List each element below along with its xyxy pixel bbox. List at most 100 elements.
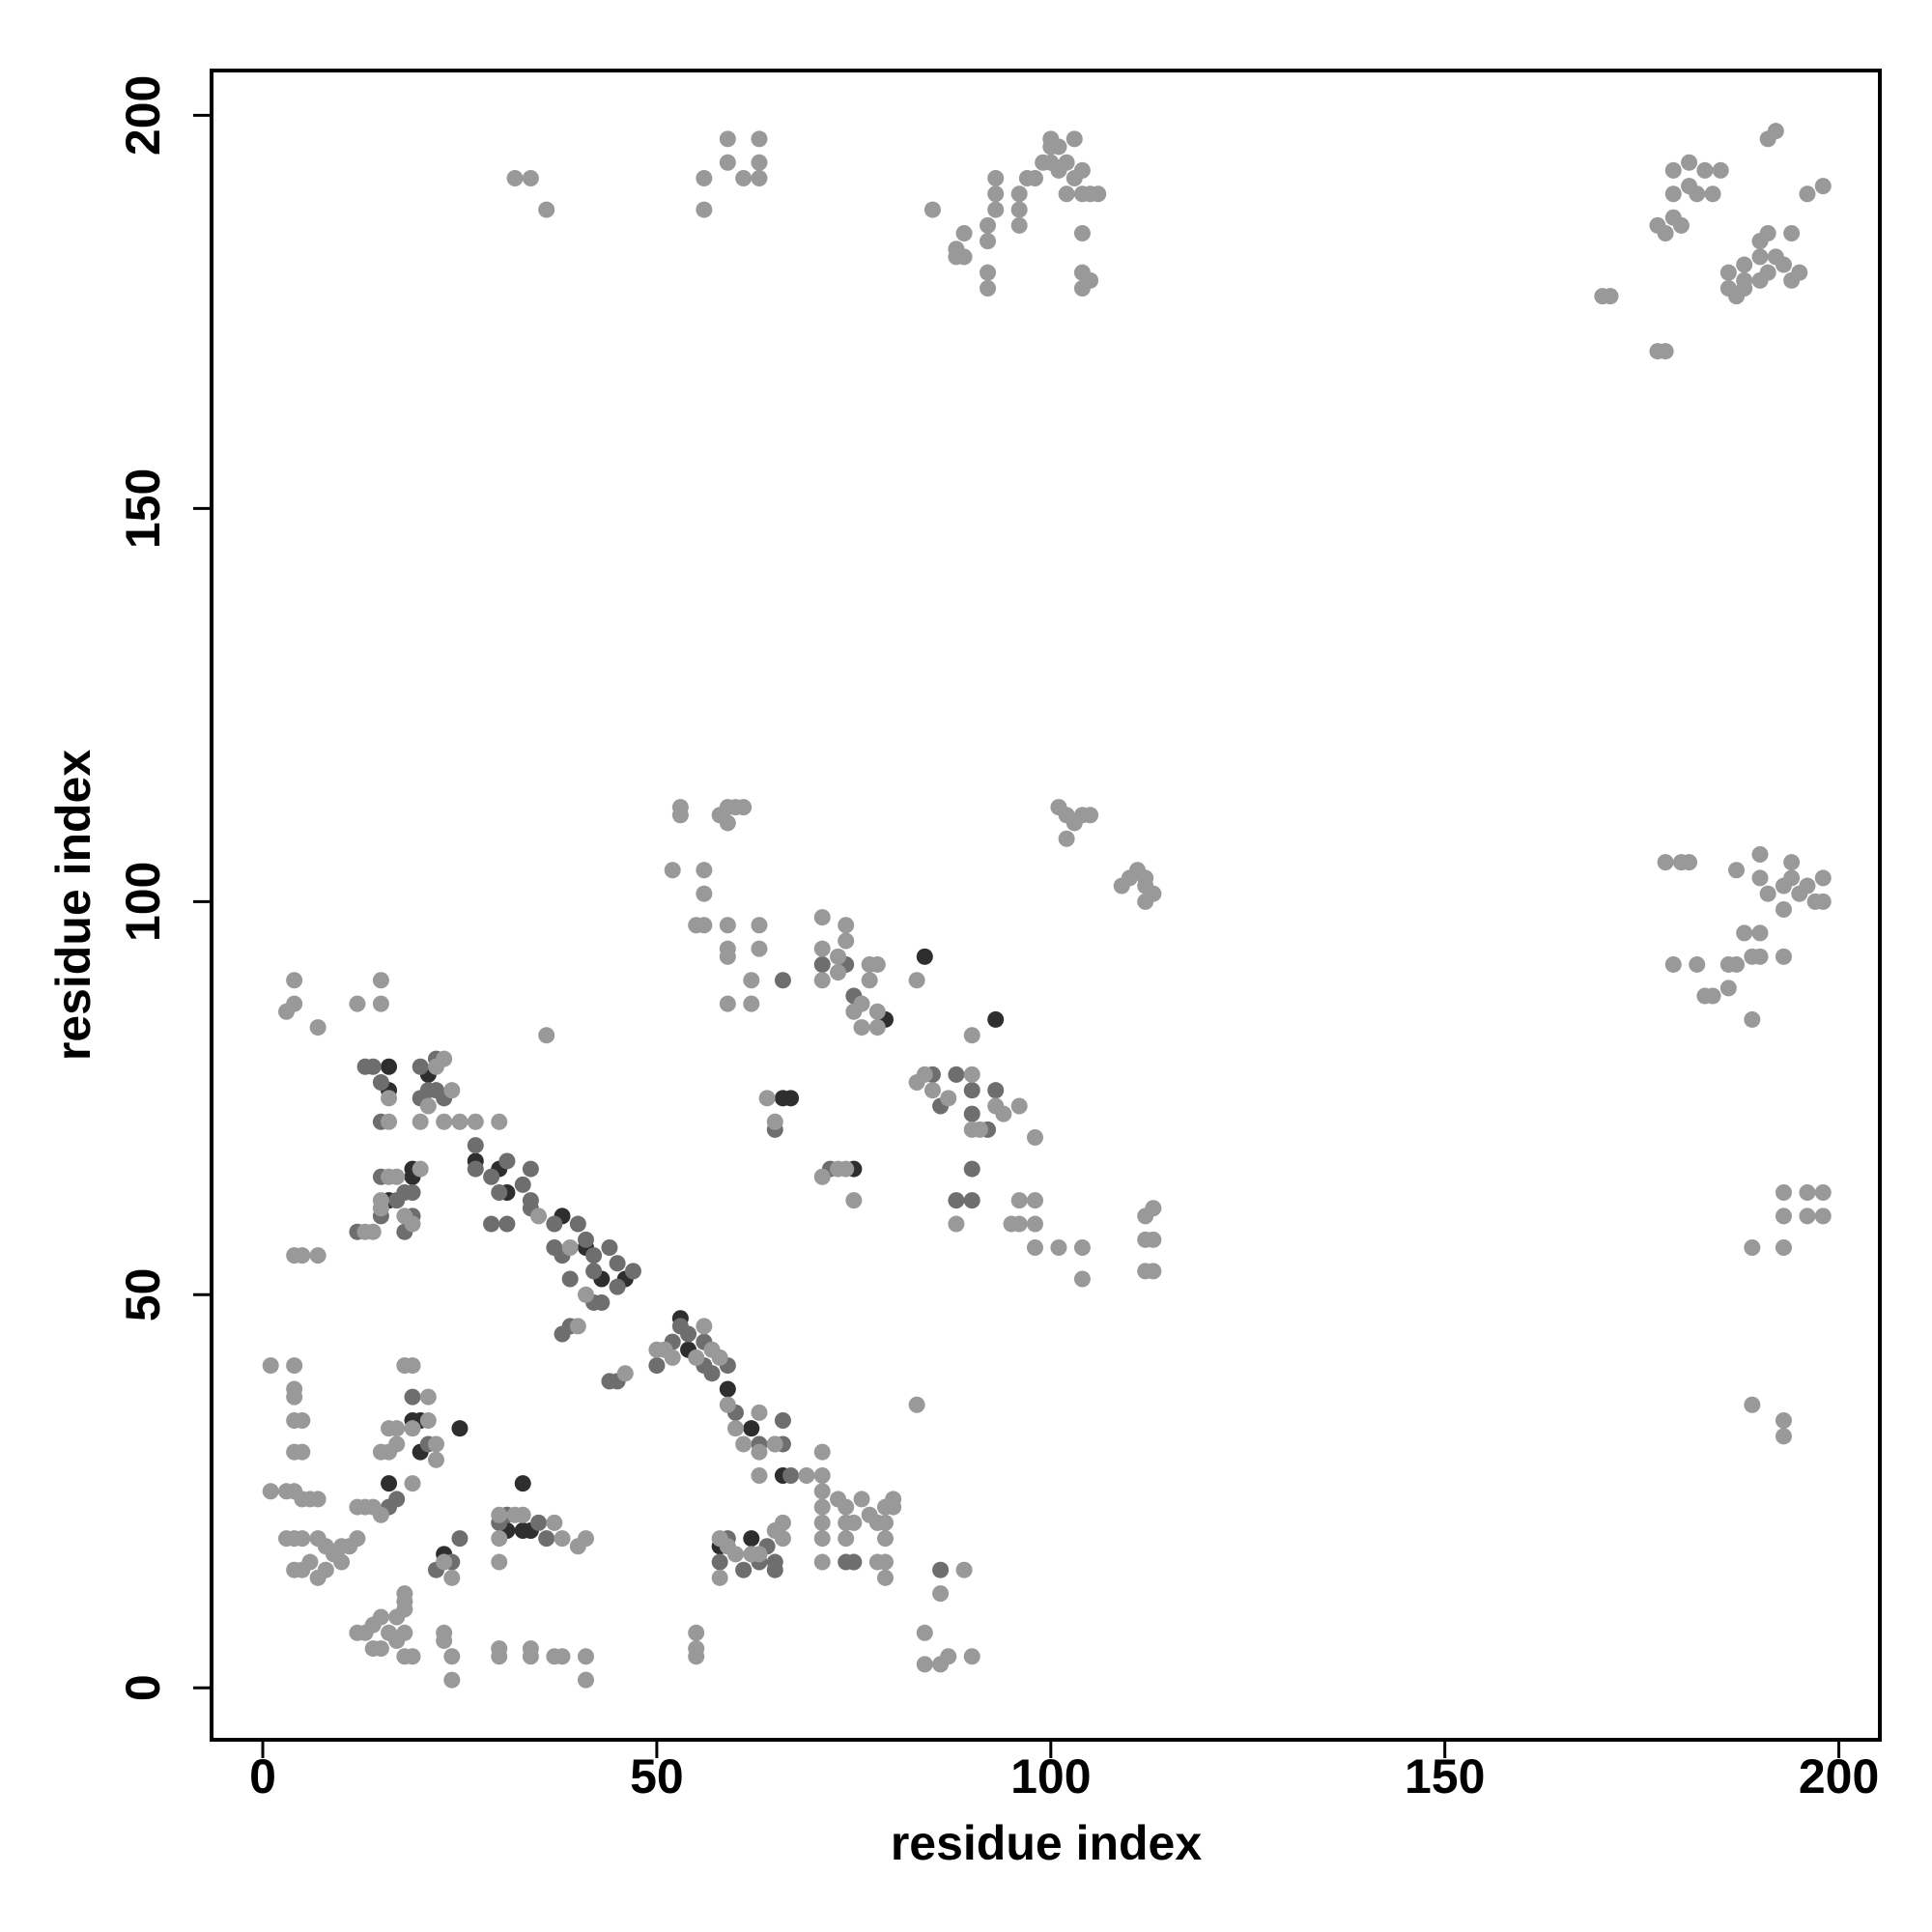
point	[916, 1624, 933, 1641]
point	[743, 1420, 760, 1437]
point	[1082, 807, 1099, 824]
point	[404, 1215, 421, 1233]
point	[506, 170, 524, 187]
point	[333, 1553, 351, 1571]
point	[1775, 256, 1792, 273]
point	[436, 1113, 453, 1130]
point	[381, 1113, 398, 1130]
point	[1791, 264, 1808, 281]
point	[491, 1648, 508, 1665]
point	[1759, 885, 1776, 902]
point	[1010, 1097, 1028, 1115]
point	[845, 1192, 863, 1209]
point	[719, 1380, 736, 1398]
point	[419, 1412, 437, 1430]
point	[916, 1065, 933, 1083]
point	[664, 1349, 681, 1366]
point	[404, 1475, 421, 1492]
point	[751, 1443, 768, 1461]
point	[1783, 854, 1801, 871]
point	[412, 1160, 429, 1178]
point	[1689, 955, 1706, 973]
point	[467, 1160, 484, 1178]
point	[838, 932, 855, 950]
point	[1736, 256, 1753, 273]
point	[491, 1553, 508, 1571]
point	[1799, 877, 1816, 895]
point	[696, 170, 713, 187]
point	[1010, 216, 1028, 234]
point	[530, 1514, 548, 1531]
point	[774, 972, 791, 989]
point	[711, 1349, 728, 1366]
point	[1775, 948, 1792, 965]
point	[294, 1530, 311, 1548]
point	[372, 995, 389, 1012]
point	[1767, 123, 1784, 140]
point	[853, 995, 870, 1012]
point	[491, 1183, 508, 1201]
point	[798, 1467, 815, 1485]
point	[286, 1388, 303, 1406]
point	[743, 1530, 760, 1548]
point	[955, 224, 973, 242]
point	[813, 955, 831, 973]
x-axis-title: residue index	[891, 1816, 1203, 1870]
point	[491, 1113, 508, 1130]
point	[1719, 264, 1737, 281]
point	[1664, 955, 1682, 973]
y-tick-label: 0	[116, 1674, 170, 1701]
point	[711, 1569, 728, 1586]
point	[1010, 1215, 1028, 1233]
point	[885, 1498, 902, 1516]
point	[766, 1113, 783, 1130]
point	[538, 1530, 555, 1548]
y-tick-label: 50	[116, 1267, 170, 1321]
point	[987, 201, 1005, 218]
point	[963, 1065, 980, 1083]
point	[963, 1105, 980, 1122]
point	[1751, 948, 1769, 965]
point	[980, 233, 997, 250]
point	[498, 1152, 516, 1170]
point	[1712, 161, 1729, 179]
point	[735, 170, 753, 187]
point	[1602, 288, 1619, 305]
point	[1736, 924, 1753, 942]
point	[546, 1215, 563, 1233]
point	[751, 940, 768, 957]
point	[443, 1648, 461, 1665]
point	[396, 1585, 413, 1603]
point	[404, 1357, 421, 1375]
point	[372, 1608, 389, 1626]
point	[751, 130, 768, 148]
point	[1090, 185, 1107, 203]
point	[498, 1215, 516, 1233]
point	[876, 1553, 894, 1571]
point	[1704, 987, 1721, 1005]
point	[719, 917, 736, 934]
point	[696, 1318, 713, 1335]
point	[522, 170, 539, 187]
point	[483, 1215, 500, 1233]
point	[830, 948, 847, 965]
point	[388, 1435, 406, 1453]
point	[1799, 1183, 1816, 1201]
point	[987, 185, 1005, 203]
point	[963, 1160, 980, 1178]
point	[443, 1569, 461, 1586]
point	[514, 1506, 531, 1523]
point	[349, 1530, 366, 1548]
point	[813, 909, 831, 926]
point	[412, 1058, 429, 1075]
point	[1814, 869, 1832, 887]
point	[451, 1530, 469, 1548]
point	[1751, 248, 1769, 266]
point	[1137, 893, 1154, 910]
point	[427, 1451, 444, 1468]
point	[467, 1113, 484, 1130]
point	[1065, 130, 1083, 148]
y-tick-label: 100	[116, 862, 170, 942]
